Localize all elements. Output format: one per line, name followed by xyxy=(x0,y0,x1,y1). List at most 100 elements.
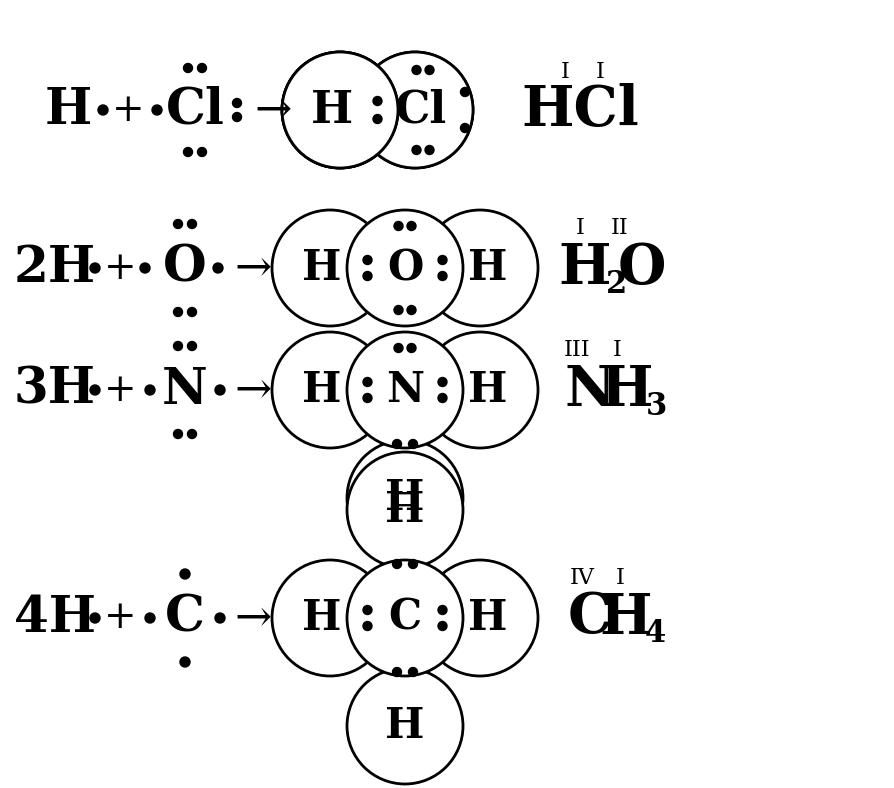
Text: I: I xyxy=(616,567,624,589)
Circle shape xyxy=(282,52,398,168)
Text: I: I xyxy=(561,61,569,83)
Circle shape xyxy=(409,440,417,448)
Circle shape xyxy=(140,263,150,273)
Text: +: + xyxy=(104,600,136,637)
Text: →: → xyxy=(234,369,272,411)
Circle shape xyxy=(145,613,155,623)
Circle shape xyxy=(173,307,182,317)
Text: N: N xyxy=(565,362,615,418)
Circle shape xyxy=(394,221,403,231)
Circle shape xyxy=(90,613,100,623)
Text: N: N xyxy=(162,366,208,414)
Text: H: H xyxy=(302,597,342,639)
Circle shape xyxy=(180,657,190,667)
Circle shape xyxy=(183,64,192,72)
Circle shape xyxy=(363,622,372,630)
Circle shape xyxy=(438,605,447,615)
Circle shape xyxy=(363,272,372,281)
Circle shape xyxy=(188,220,197,229)
Circle shape xyxy=(363,255,372,265)
Text: IV: IV xyxy=(569,567,595,589)
Circle shape xyxy=(394,344,403,352)
Text: H: H xyxy=(45,86,91,135)
Text: +: + xyxy=(104,371,136,408)
Text: III: III xyxy=(564,339,590,361)
Circle shape xyxy=(98,105,108,115)
Circle shape xyxy=(412,65,421,75)
Text: 4H: 4H xyxy=(14,593,96,642)
Circle shape xyxy=(412,146,421,154)
Text: I: I xyxy=(612,339,621,361)
Circle shape xyxy=(188,307,197,317)
Circle shape xyxy=(152,105,162,115)
Circle shape xyxy=(282,52,398,168)
Text: Cl: Cl xyxy=(394,88,446,132)
Circle shape xyxy=(347,452,463,568)
Text: +: + xyxy=(104,250,136,287)
Circle shape xyxy=(357,52,473,168)
Circle shape xyxy=(363,393,372,403)
Circle shape xyxy=(347,440,463,556)
Circle shape xyxy=(183,147,192,157)
Circle shape xyxy=(282,52,398,168)
Circle shape xyxy=(347,560,463,676)
Text: H: H xyxy=(468,369,508,411)
Circle shape xyxy=(347,210,463,326)
Text: H: H xyxy=(468,597,508,639)
Circle shape xyxy=(422,560,538,676)
Text: H: H xyxy=(385,477,425,519)
Text: 3H: 3H xyxy=(14,366,96,414)
Text: H: H xyxy=(302,369,342,411)
Text: O: O xyxy=(387,247,423,289)
Text: I: I xyxy=(595,61,604,83)
Circle shape xyxy=(373,114,382,124)
Circle shape xyxy=(373,96,382,106)
Text: II: II xyxy=(611,217,628,239)
Circle shape xyxy=(215,613,225,623)
Circle shape xyxy=(438,255,447,265)
Circle shape xyxy=(394,306,403,314)
Circle shape xyxy=(425,146,434,154)
Circle shape xyxy=(422,332,538,448)
Circle shape xyxy=(90,385,100,395)
Text: 3: 3 xyxy=(646,391,668,422)
Circle shape xyxy=(272,210,388,326)
Text: H: H xyxy=(601,362,654,418)
Circle shape xyxy=(215,385,225,395)
Circle shape xyxy=(347,332,463,448)
Circle shape xyxy=(173,429,182,438)
Text: 2: 2 xyxy=(606,269,628,299)
Text: →: → xyxy=(234,247,272,289)
Circle shape xyxy=(145,385,155,395)
Circle shape xyxy=(173,220,182,229)
Text: +: + xyxy=(112,91,144,128)
Circle shape xyxy=(188,429,197,438)
Circle shape xyxy=(90,263,100,273)
Circle shape xyxy=(392,559,401,568)
Circle shape xyxy=(363,377,372,386)
Circle shape xyxy=(407,306,416,314)
Text: H: H xyxy=(468,247,508,289)
Circle shape xyxy=(409,559,417,568)
Circle shape xyxy=(407,344,416,352)
Circle shape xyxy=(438,393,447,403)
Circle shape xyxy=(357,52,473,168)
Circle shape xyxy=(392,440,401,448)
Circle shape xyxy=(198,147,207,157)
Text: Cl: Cl xyxy=(165,86,224,135)
Circle shape xyxy=(173,341,182,351)
Circle shape xyxy=(425,65,434,75)
Text: H: H xyxy=(600,590,653,645)
Text: →: → xyxy=(234,597,272,640)
Circle shape xyxy=(460,87,469,96)
Circle shape xyxy=(438,272,447,281)
Text: HCl: HCl xyxy=(521,83,639,137)
Circle shape xyxy=(438,622,447,630)
Circle shape xyxy=(363,605,372,615)
Circle shape xyxy=(407,221,416,231)
Text: O: O xyxy=(618,240,666,296)
Text: C: C xyxy=(388,597,422,639)
Circle shape xyxy=(272,560,388,676)
Circle shape xyxy=(272,332,388,448)
Text: H: H xyxy=(302,247,342,289)
